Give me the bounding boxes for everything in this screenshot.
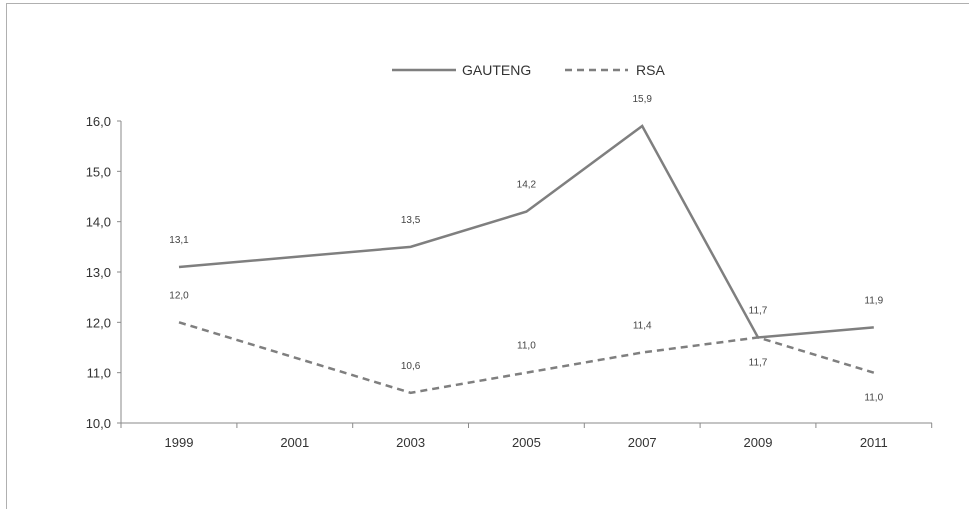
x-tick-label: 2001: [280, 435, 309, 450]
data-label-gauteng: 15,9: [632, 94, 652, 105]
x-tick-label: 2005: [512, 435, 541, 450]
y-tick-label: 12,0: [86, 315, 111, 330]
series-line-rsa: [178, 321, 875, 395]
data-label-gauteng: 13,5: [401, 215, 421, 226]
series-line-gauteng: [178, 124, 874, 339]
y-tick-label: 11,0: [87, 366, 111, 381]
data-label-gauteng: 11,9: [864, 295, 883, 306]
data-label-rsa: 11,4: [633, 321, 652, 332]
data-label-gauteng: 13,1: [169, 235, 189, 246]
legend-label-rsa: RSA: [636, 62, 665, 78]
x-tick-label: 2007: [628, 435, 657, 450]
series-layer: [178, 124, 875, 395]
y-tick-label: 14,0: [86, 215, 111, 230]
data-label-rsa: 10,6: [401, 361, 421, 372]
data-label-gauteng: 14,2: [517, 180, 537, 191]
y-tick-label: 10,0: [86, 416, 111, 431]
y-tick-label: 15,0: [86, 164, 111, 179]
y-tick-label: 16,0: [86, 114, 111, 129]
legend-label-gauteng: GAUTENG: [462, 62, 531, 78]
legend: GAUTENG RSA: [392, 62, 665, 78]
x-tick-label: 1999: [165, 435, 194, 450]
data-label-rsa: 11,0: [864, 393, 883, 404]
y-tick-label: 13,0: [86, 265, 111, 280]
data-labels: 13,1 13,5 14,2 15,9 11,7 11,9 12,0 10,6 11,0 11,4…: [169, 94, 883, 404]
x-tick-label: 2011: [860, 435, 888, 450]
axes: 10,0 11,0 12,0 13,0 14,0 15,0 16,0 1999 2001 2003…: [86, 114, 933, 450]
data-label-gauteng: 11,7: [749, 305, 768, 316]
x-tick-label: 2009: [744, 435, 773, 450]
chart-frame: [6, 3, 969, 509]
data-label-rsa: 12,0: [169, 290, 189, 301]
data-label-rsa: 11,0: [517, 341, 536, 352]
data-label-rsa: 11,7: [749, 357, 768, 368]
x-tick-label: 2003: [396, 435, 425, 450]
